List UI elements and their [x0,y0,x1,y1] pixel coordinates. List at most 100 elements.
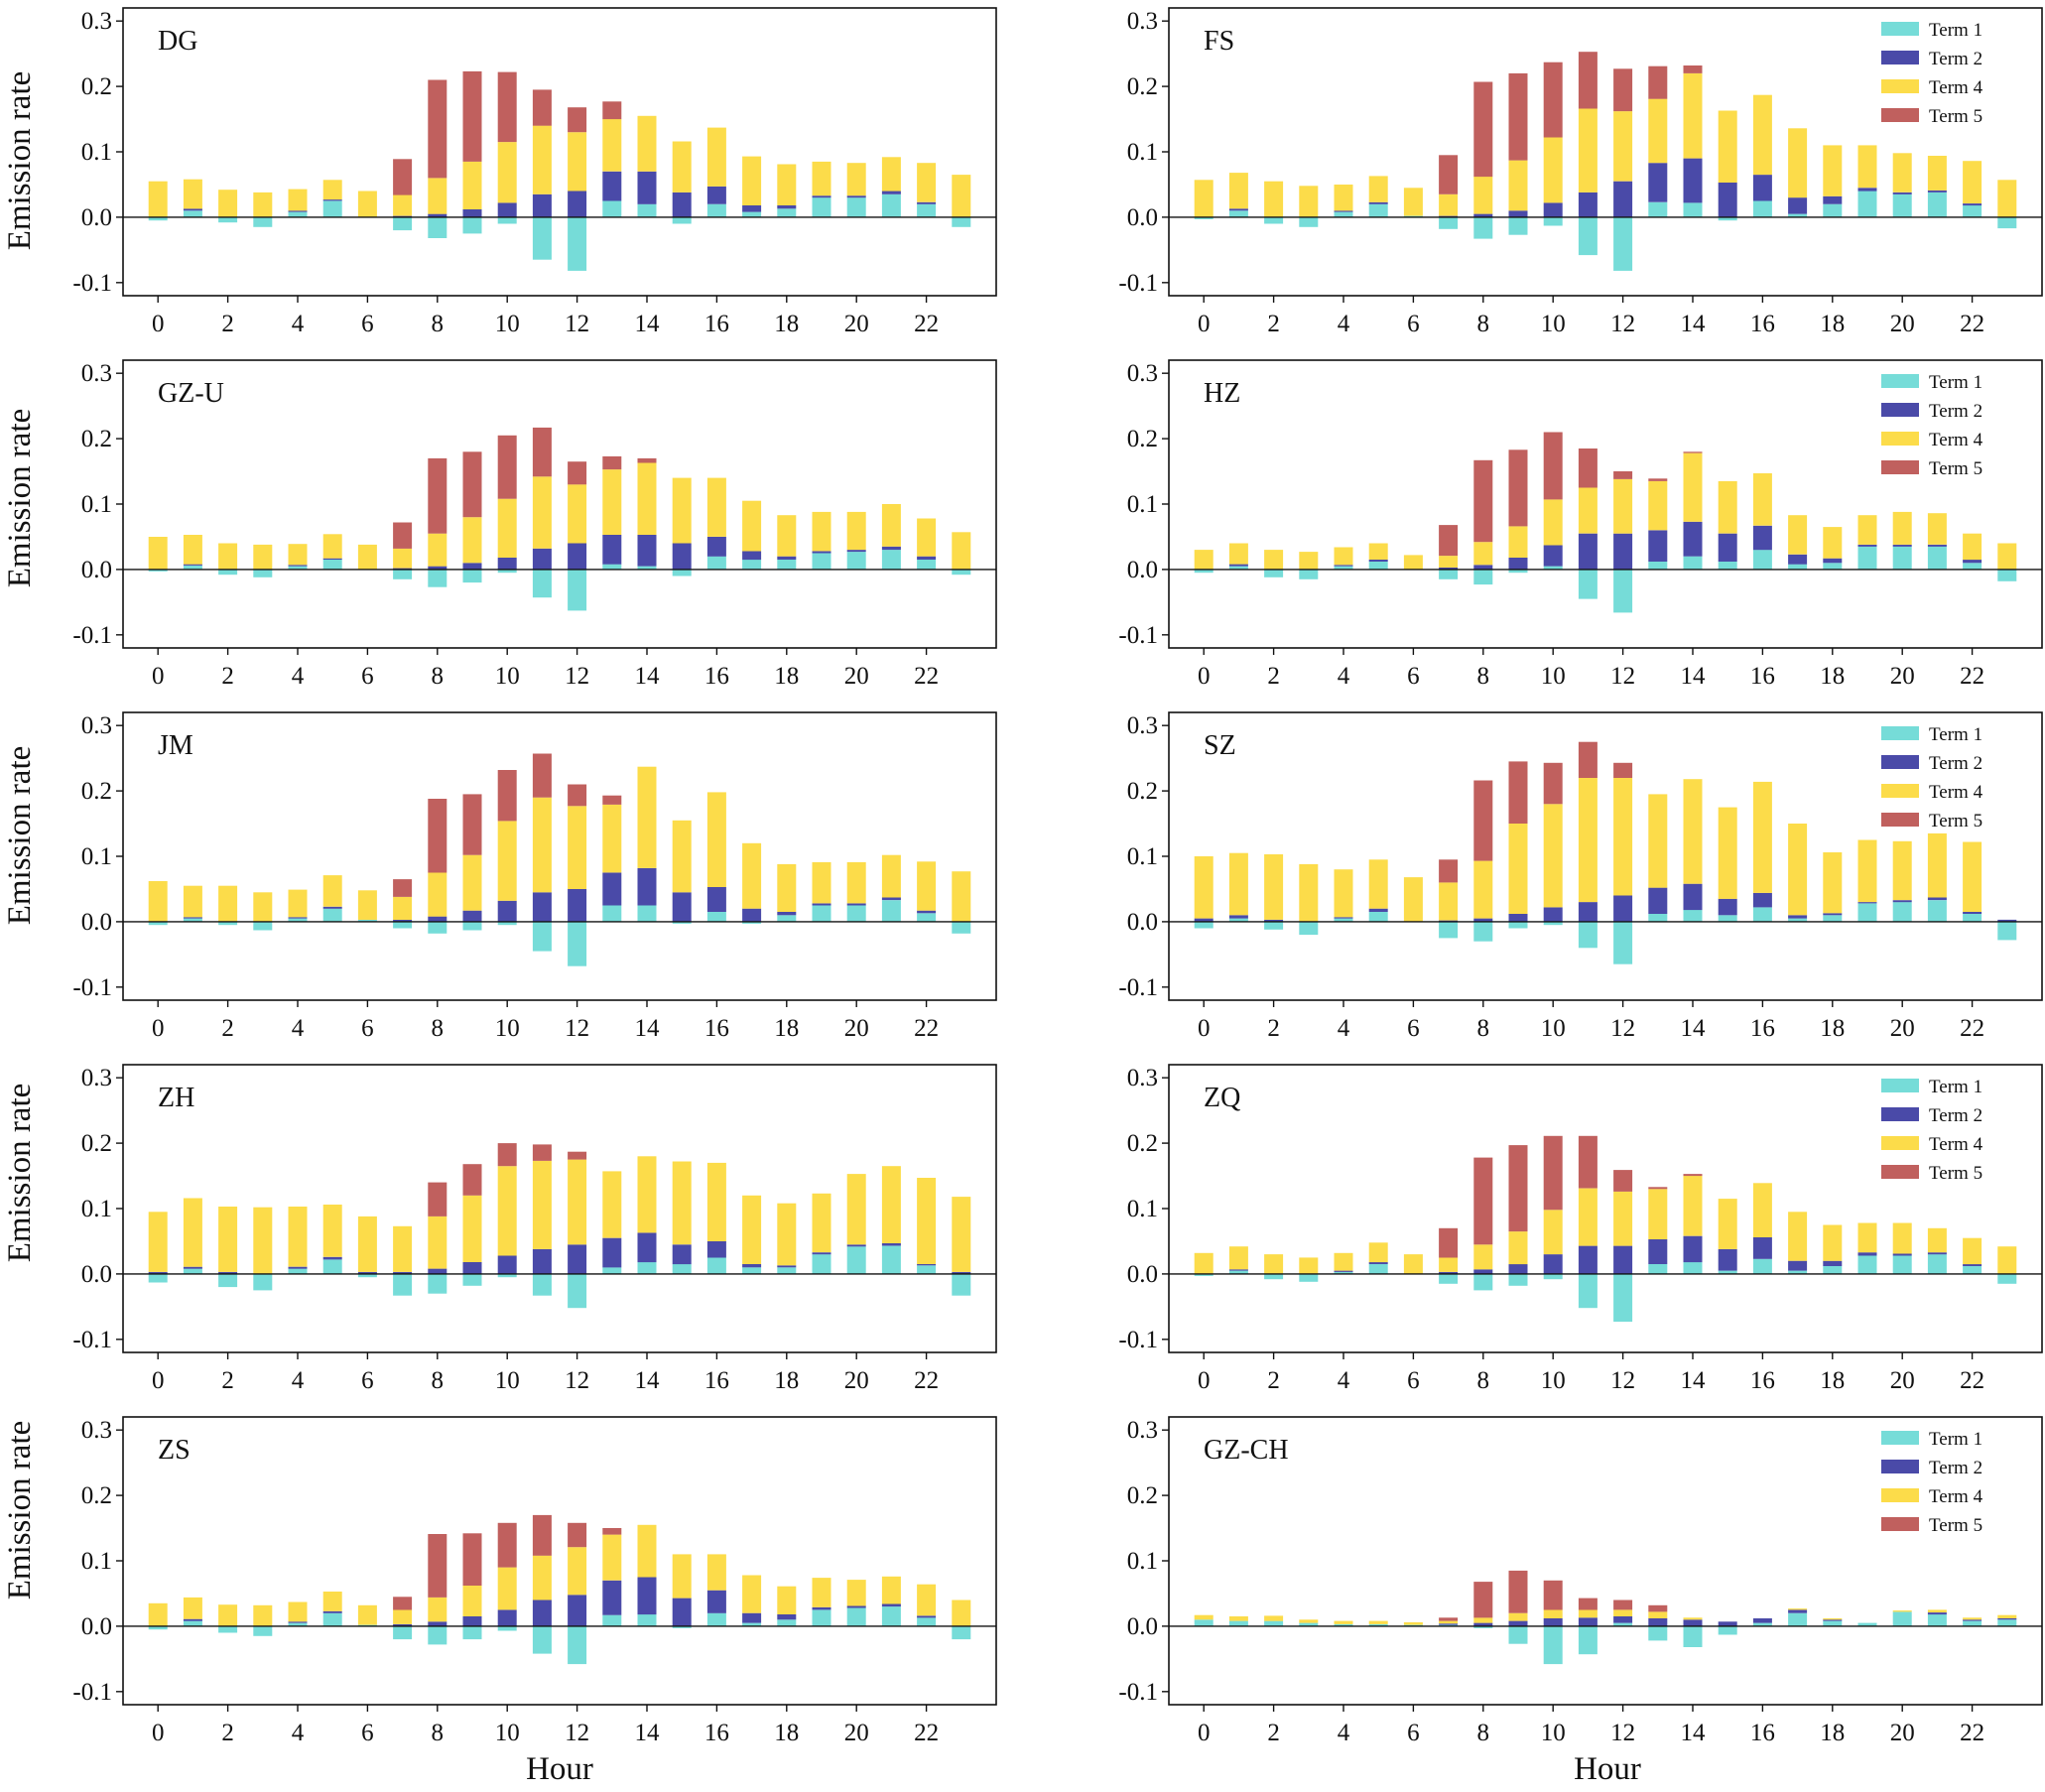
bar-term5-h8 [1473,1157,1493,1245]
bar-term5-h7 [1439,1617,1459,1621]
bar-term2-h17 [1788,197,1808,214]
bar-term2-h18 [777,205,797,209]
bar-term4-h22 [917,163,937,202]
bar-term2-h22 [917,1615,937,1618]
bar-term1-h4 [288,566,308,570]
xtick-label: 16 [704,1015,729,1042]
bar-term5-h12 [568,461,587,485]
bar-term1-h12 [1613,1622,1633,1626]
bar-term1-h0 [1194,1273,1214,1276]
bar-term4-h4 [288,189,308,211]
xtick-label: 0 [1198,1015,1211,1042]
bar-term1-h20 [846,197,866,217]
bar-term2-h14 [637,1577,657,1615]
bar-term2-h11 [532,1248,552,1274]
bar-term2-h15 [1718,1248,1737,1271]
bar-term2-h4 [288,565,308,567]
panel-title: ZS [158,1435,191,1466]
bar-term4-h1 [183,179,202,209]
bar-term1-h5 [1368,1623,1388,1626]
bar-term4-h6 [357,890,377,920]
bar-term1-h19 [812,905,831,922]
bar-term4-h16 [1752,473,1772,526]
bar-term5-h8 [428,799,447,873]
ytick-label: 0.0 [81,1613,112,1640]
bar-term4-h15 [1718,110,1737,183]
xtick-label: 18 [1820,663,1845,690]
legend-label: Term 5 [1929,1515,1982,1536]
xtick-label: 2 [221,1720,234,1746]
legend: Term 1 Term 2 Term 4 Term 5 [1881,20,1983,127]
bar-term2-h14 [1683,1619,1703,1626]
bar-term5-h13 [602,455,622,470]
bar-term2-h13 [602,535,622,565]
legend-label: Term 4 [1929,430,1983,450]
bar-term4-h1 [1228,173,1248,209]
bar-term1-h7 [393,569,413,579]
xtick-label: 12 [1610,1720,1635,1746]
bar-term2-h13 [1648,1239,1668,1264]
bar-term1-h10 [1543,566,1563,570]
bar-term1-h14 [637,1614,657,1626]
axes-frame [122,711,997,1001]
bar-term2-h9 [1508,914,1528,922]
ytick-label: 0.2 [81,778,112,805]
bar-term2-h4 [288,917,308,919]
bar-term4-h9 [1508,1231,1528,1265]
bar-term1-h11 [1578,569,1598,599]
legend-label: Term 1 [1929,724,1982,745]
bar-term2-h22 [917,201,937,204]
bar-term5-h9 [462,1533,482,1586]
bar-term4-h10 [497,821,517,901]
legend-swatch [1881,1107,1919,1121]
bar-term2-h21 [881,1603,901,1607]
bar-term4-h17 [742,500,762,552]
legend-swatch [1881,1431,1919,1445]
bar-term2-h9 [462,209,482,217]
bar-term1-h20 [1892,193,1912,217]
bar-term4-h3 [253,544,273,570]
bar-term5-h12 [1613,68,1633,112]
bar-term1-h22 [1963,1620,1982,1626]
bar-term5-h9 [1508,449,1528,527]
bar-term4-h6 [357,191,377,217]
bar-term4-h14 [637,115,657,172]
bar-term1-h10 [1543,921,1563,926]
bar-term5-h10 [497,1522,517,1568]
bar-term5-h10 [1543,1135,1563,1211]
bar-term4-h9 [462,161,482,209]
panel-title: HZ [1204,378,1240,409]
xtick-label: 20 [844,663,869,690]
xtick-label: 2 [1267,1367,1280,1394]
xtick-label: 22 [1960,1367,1984,1394]
bar-term2-h10 [1543,1254,1563,1274]
bar-term4-h0 [148,1212,168,1272]
bar-term2-h19 [812,195,831,198]
bar-term1-h13 [1648,562,1668,570]
bar-term2-h11 [532,1600,552,1626]
ytick-label: 0.1 [81,1548,112,1575]
bar-term4-h21 [881,1166,901,1243]
bar-term1-h3 [1299,216,1319,227]
bar-term4-h7 [393,194,413,216]
bar-term2-h8 [1473,918,1493,922]
bar-term2-h22 [917,556,937,560]
bar-term4-h19 [1857,145,1877,189]
bar-term2-h7 [393,1271,413,1274]
ytick-label: 0.2 [81,426,112,452]
bar-term1-h1 [183,918,202,922]
bar-term2-h1 [183,1618,202,1621]
bar-term4-h17 [742,842,762,909]
bar-term1-h0 [148,1625,168,1630]
xtick-label: 20 [844,1367,869,1394]
bar-term1-h0 [1194,921,1214,929]
bar-term2-h8 [1473,565,1493,570]
bar-term4-h11 [1578,487,1598,534]
panel-dg: -0.1 0.0 0.1 0.2 0.3 0 2 4 6 8 10 12 14 16 18 20 22 DG [72,7,997,337]
xtick-label: 10 [1541,1015,1566,1042]
bar-term2-h15 [1718,898,1737,916]
bar-term1-h7 [393,216,413,231]
bar-term1-h10 [497,921,517,926]
bar-term4-h1 [1228,1246,1248,1270]
bar-term2-h1 [183,208,202,211]
